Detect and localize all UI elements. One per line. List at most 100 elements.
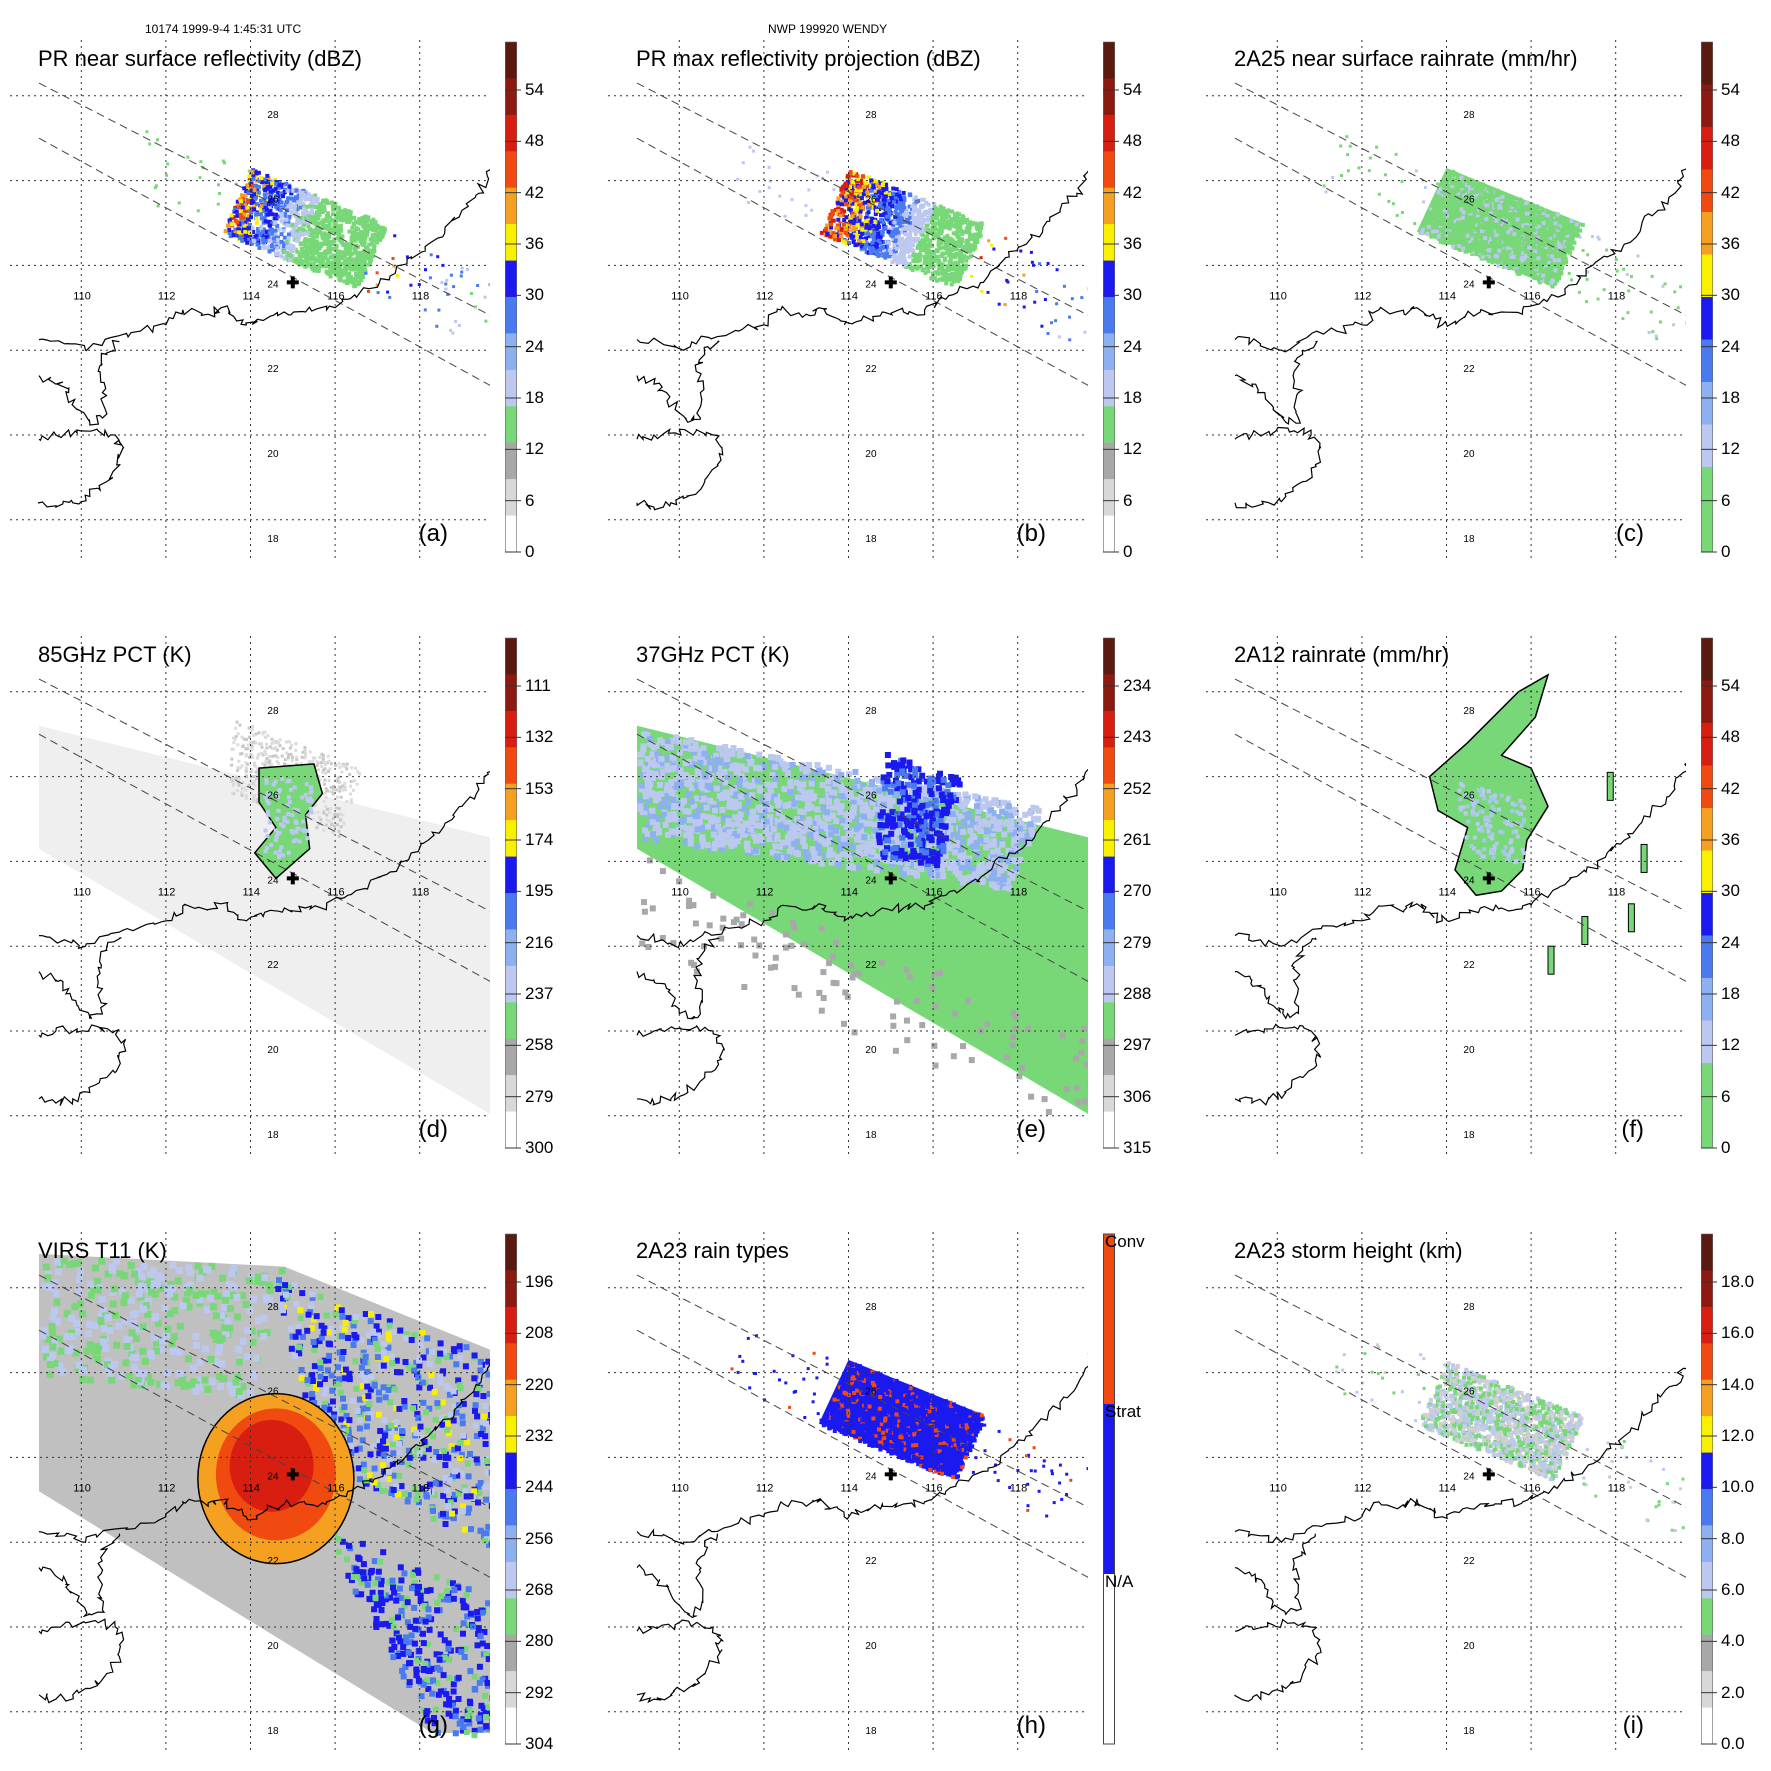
coastline [1235, 937, 1317, 1020]
colorbar-tick-label: 234 [1123, 676, 1152, 695]
colorbar-segment [505, 674, 517, 712]
latitude-label: 20 [865, 1045, 877, 1056]
panel-pr-max-reflectivity: 110112114116118120282624222018PR max ref… [608, 40, 1142, 561]
colorbar-segment [1701, 1105, 1713, 1149]
colorbar-segment [505, 1306, 517, 1344]
coastline [1234, 1361, 1686, 1544]
colorbar-segment [1103, 42, 1115, 79]
map-canvas: 110112114116118120282624222018 [1206, 1232, 1686, 1752]
colorbar-tick-label: 18 [1721, 984, 1740, 1003]
colorbar-segment [1701, 893, 1713, 936]
colorbar-segment [505, 42, 517, 79]
colorbar-tick-label: 304 [525, 1734, 554, 1753]
longitude-label: 114 [841, 1482, 859, 1494]
colorbar-segment [505, 515, 517, 553]
colorbar-segment [505, 1234, 517, 1271]
colorbar-segment [1701, 1063, 1713, 1106]
latitude-label: 24 [865, 279, 877, 290]
longitude-label: 116 [1523, 290, 1541, 302]
colorbar-segment [1103, 710, 1115, 748]
coastline [636, 1619, 724, 1704]
colorbar-segment [1701, 382, 1713, 425]
latitude-label: 26 [267, 791, 279, 802]
storm-center-icon [286, 872, 299, 885]
latitude-label: 28 [1463, 706, 1475, 717]
swath-edge-line [1234, 1274, 1686, 1508]
swath-edge-line [38, 82, 490, 316]
colorbar-segment [1701, 1561, 1713, 1599]
colorbar-segment [1103, 114, 1115, 152]
panel-letter: (b) [1016, 520, 1046, 547]
storm-center-icon [884, 872, 897, 885]
colorbar-segment [1701, 1598, 1713, 1636]
colorbar-segment [1103, 297, 1115, 334]
colorbar-segment [1701, 297, 1713, 340]
colorbar-segment [505, 151, 517, 189]
colorbar-segment [505, 1707, 517, 1745]
colorbar-segment [1701, 467, 1713, 510]
rain-area [1428, 673, 1550, 897]
panel-2a23-rain-types: 1101121141161181202826242220182A23 rain … [608, 1232, 1145, 1752]
longitude-label: 112 [1354, 290, 1372, 302]
longitude-label: 110 [671, 290, 689, 302]
coastline [38, 1533, 121, 1618]
longitude-label: 116 [925, 1482, 943, 1494]
panel-letter: (a) [418, 520, 448, 547]
storm-center-icon [884, 1468, 897, 1481]
longitude-label: 112 [158, 886, 176, 898]
colorbar-segment [1103, 1111, 1115, 1149]
latitude-label: 20 [267, 1641, 279, 1652]
orbit-info: 10174 1999-9-4 1:45:31 UTC [145, 22, 302, 36]
panel-title: PR near surface reflectivity (dBZ) [38, 46, 362, 71]
colorbar-tick-label: 132 [525, 727, 554, 747]
longitude-label: 114 [1439, 290, 1457, 302]
latitude-label: 28 [267, 1302, 279, 1313]
colorbar-segment [505, 747, 517, 785]
colorbar-segment [1701, 424, 1713, 468]
colorbar-segment [1103, 260, 1115, 298]
swath-edge-line [1234, 733, 1686, 982]
colorbar-segment [505, 710, 517, 748]
latitude-label: 26 [267, 195, 279, 206]
colorbar: 54 48 42 36 30 24 18 12 6 0 [505, 40, 575, 561]
colorbar: 111 132 153 174 195 216 237 258 279 300 [505, 636, 575, 1157]
coastline [1234, 1618, 1322, 1702]
colorbar-segment [1701, 1416, 1713, 1453]
rain-band [1581, 916, 1589, 946]
colorbar-tick-label: 111 [525, 676, 551, 695]
longitude-label: 118 [412, 886, 430, 898]
colorbar-tick-label: 315 [1123, 1138, 1152, 1157]
colorbar-segment [1701, 808, 1713, 851]
longitude-label: 114 [841, 886, 859, 898]
colorbar-segment [505, 260, 517, 298]
latitude-label: 22 [267, 960, 279, 971]
map-canvas: 110112114116118120282624222018 [10, 1232, 490, 1752]
latitude-label: 26 [865, 195, 877, 206]
colorbar-segment [1701, 1306, 1713, 1344]
map-canvas: 110112114116118120282624222018 [608, 636, 1088, 1156]
storm-center-icon [1482, 1468, 1495, 1481]
colorbar-scale [1103, 637, 1119, 1149]
latitude-label: 28 [1463, 110, 1475, 121]
longitude-label: 110 [73, 290, 91, 302]
longitude-label: 116 [1523, 886, 1541, 898]
colorbar-segment [1103, 151, 1115, 189]
coastline [636, 1024, 726, 1106]
colorbar-segment [505, 856, 517, 894]
colorbar-tick-label: 232 [525, 1426, 554, 1445]
longitude-label: 116 [925, 886, 943, 898]
colorbar-tick-label: 42 [525, 182, 544, 202]
colorbar-segment [505, 1038, 517, 1076]
colorbar-tick-label: 0 [525, 542, 535, 561]
coastline [636, 1353, 1088, 1545]
colorbar-segment [1701, 1234, 1713, 1271]
latitude-label: 22 [267, 1556, 279, 1567]
colorbar-tick-label: 0.0 [1721, 1734, 1745, 1753]
latitude-label: 24 [1463, 279, 1475, 290]
latitude-label: 28 [267, 110, 279, 121]
colorbar-tick-label: 261 [1123, 830, 1152, 849]
latitude-label: 28 [865, 706, 877, 717]
panel-letter: (d) [418, 1116, 448, 1143]
colorbar-segment [505, 442, 517, 480]
colorbar-tick-label: 297 [1123, 1035, 1152, 1055]
